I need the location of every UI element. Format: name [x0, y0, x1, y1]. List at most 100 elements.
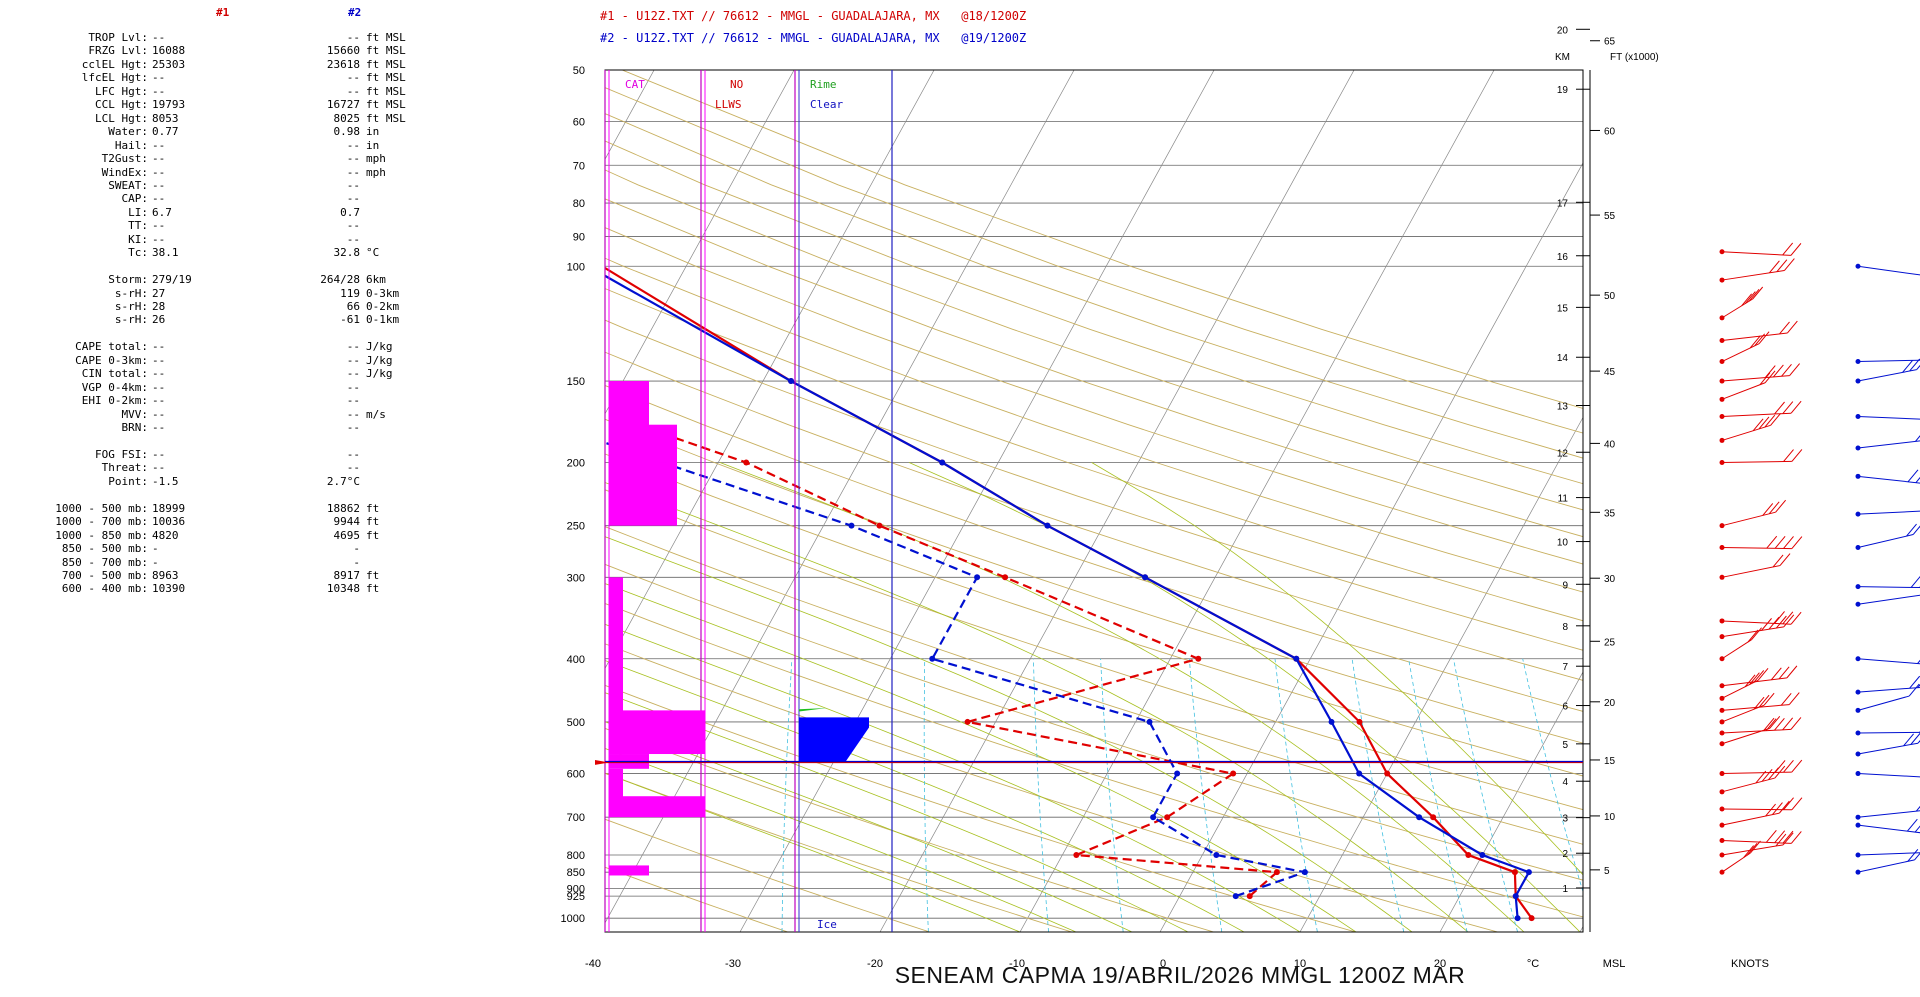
wind-barb-2-dot — [1855, 378, 1861, 384]
sounding-point — [1195, 655, 1202, 662]
param-v2: -- — [346, 165, 360, 179]
wind-barb-2-dot — [1855, 814, 1861, 820]
param-label: BRN: — [121, 421, 149, 435]
param-v2: -- — [346, 340, 360, 354]
wind-barb-1-feather — [1752, 418, 1764, 432]
sounding-point — [1146, 718, 1153, 725]
wind-barb-1-staff — [1721, 639, 1752, 660]
param-v1: -- — [152, 340, 166, 354]
pressure-tick-label: 50 — [573, 65, 585, 77]
param-v2: 10348 — [326, 582, 360, 596]
wind-barb-1-staff — [1721, 424, 1771, 441]
temperature-tick-label: -10 — [1009, 958, 1025, 970]
ft-tick-label: 15 — [1604, 756, 1616, 767]
km-tick-label: 13 — [1557, 402, 1569, 413]
sounding-point — [929, 655, 936, 662]
param-label: Water: — [108, 125, 148, 139]
param-unit: 0-2km — [366, 300, 400, 313]
dry-adiabat — [605, 563, 1583, 881]
param-label: SWEAT: — [108, 178, 148, 192]
ft-tick-label: 55 — [1604, 211, 1616, 222]
param-v2: -- — [346, 353, 360, 367]
wind-barb-1-feather — [1749, 335, 1761, 349]
mixing-ratio-line — [1033, 658, 1049, 932]
km-tick-label: 10 — [1557, 538, 1569, 549]
param-v2: 8917 — [333, 569, 361, 582]
param-v2: -- — [346, 219, 360, 233]
wind-barb-1-feather — [1790, 400, 1802, 414]
param-v2: -- — [346, 380, 360, 394]
mixing-ratio-line — [1100, 658, 1124, 932]
dry-adiabat — [605, 418, 1583, 744]
clear-label: Clear — [810, 98, 843, 111]
param-label: lfcEL Hgt: — [81, 71, 148, 85]
param-v2: 23618 — [326, 57, 360, 71]
sounding-point — [1044, 522, 1051, 529]
param-v2: 16727 — [326, 98, 360, 112]
wind-barb-1-feather — [1769, 260, 1780, 274]
pressure-tick-label: 850 — [567, 867, 585, 879]
wind-barb-1-feather — [1775, 833, 1787, 847]
cat-block — [649, 710, 705, 755]
param-v2: - — [353, 555, 360, 569]
sounding-point — [424, 378, 430, 384]
param-unit: ft — [366, 515, 380, 529]
param-v1: - — [152, 542, 159, 556]
wind-barb-1-dot — [1719, 338, 1725, 344]
wind-barb-2-dot — [1855, 869, 1861, 875]
wind-barb-1-feather — [1781, 363, 1792, 377]
wind-barb-1-dot — [1719, 634, 1725, 640]
wind-barb-2-feather — [1912, 525, 1920, 535]
wind-barb-1-feather — [1744, 674, 1756, 688]
wind-barb-1-feather — [1782, 832, 1794, 846]
param-v2: -- — [346, 232, 360, 246]
wind-barb-1-feather — [1750, 840, 1761, 854]
plot-frame — [604, 69, 1584, 933]
dry-adiabat — [605, 257, 1583, 593]
param-label: cclEL Hgt: — [81, 57, 148, 71]
param-v1: -1.5 — [152, 474, 179, 488]
ft-tick-label: 40 — [1604, 439, 1616, 450]
km-tick-label: 20 — [1557, 25, 1569, 36]
param-v1: -- — [152, 219, 166, 233]
sounding-point — [964, 718, 971, 725]
param-v2: -- — [346, 421, 360, 435]
moist-adiabat — [605, 692, 1189, 932]
wind-barb-1-feather — [1758, 694, 1770, 708]
freezing-marker — [595, 760, 609, 765]
param-label: 1000 - 700 mb: — [55, 515, 148, 529]
wind-barb-1-dot — [1719, 523, 1725, 529]
wind-barb-2-dot — [1855, 656, 1861, 662]
isotherm-line — [1159, 162, 1583, 932]
sounding-point — [939, 459, 946, 466]
isotherm-line — [739, 70, 1215, 932]
wind-barb-2-dot — [1855, 413, 1861, 419]
param-label: s-rH: — [114, 313, 148, 327]
dry-adiabat — [605, 288, 1583, 622]
sounding-point — [1230, 770, 1237, 777]
param-label: CIN total: — [81, 367, 148, 381]
ft-tick-label: 30 — [1604, 574, 1616, 585]
param-label: KI: — [128, 232, 148, 246]
wind-barb-1-staff — [1721, 771, 1792, 775]
sounding-point — [1528, 915, 1535, 922]
wind-barb-2-staff — [1857, 265, 1920, 276]
param-label: 850 - 700 mb: — [61, 555, 148, 569]
km-tick-label: 7 — [1562, 662, 1568, 673]
isotherm-line — [879, 70, 1355, 932]
ice-label: Ice — [817, 918, 837, 931]
wind-barb-2-staff — [1857, 369, 1917, 382]
param-v2: -- — [346, 394, 360, 408]
wind-barb-1-feather — [1764, 370, 1776, 384]
wind-barb-1-feather — [1766, 535, 1778, 549]
footer-title: SENEAM CAPMA 19/ABRIL/2026 MMGL 1200Z MA… — [894, 962, 1466, 988]
wind-barb-2-feather — [1906, 818, 1918, 832]
wind-barb-1-feather — [1753, 696, 1765, 710]
param-label: T2Gust: — [101, 152, 148, 166]
param-v2: 8025 — [333, 111, 361, 125]
dry-adiabat — [605, 198, 1583, 538]
param-unit: ft — [366, 528, 380, 542]
wind-barb-1-feather — [1758, 331, 1770, 345]
param-v1: 38.1 — [152, 246, 179, 260]
sounding-point — [1384, 770, 1391, 777]
